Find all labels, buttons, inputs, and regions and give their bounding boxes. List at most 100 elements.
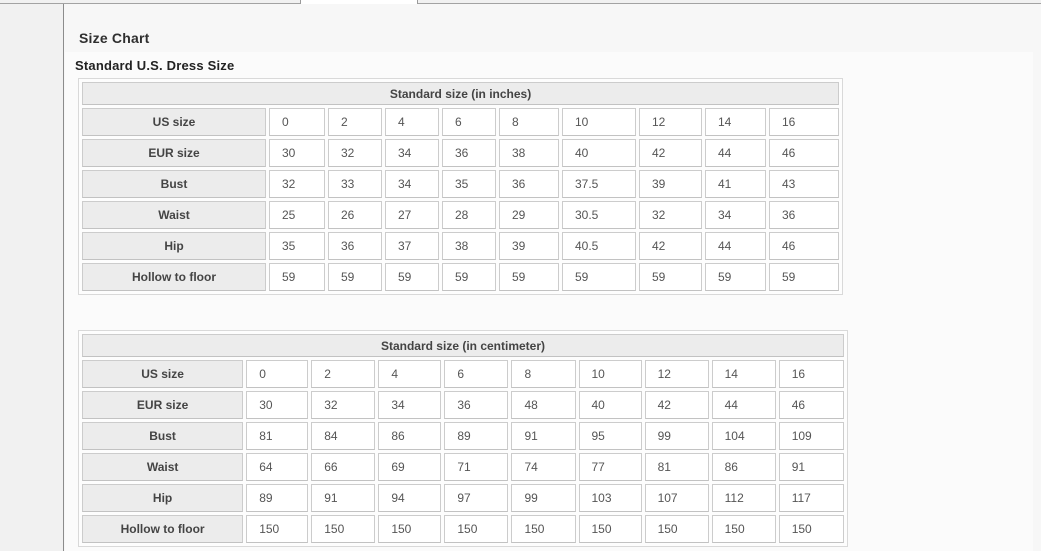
value-cell: 42: [639, 232, 702, 260]
value-cell: 95: [578, 422, 642, 450]
value-cell: 66: [311, 453, 376, 481]
value-cell: 38: [442, 232, 496, 260]
content-panel: Size Chart Standard U.S. Dress Size Stan…: [63, 4, 1041, 551]
value-cell: 86: [711, 453, 776, 481]
value-cell: 8: [499, 108, 559, 136]
value-cell: 84: [311, 422, 376, 450]
value-cell: 64: [246, 453, 309, 481]
value-cell: 59: [705, 263, 766, 291]
table-row: EUR size 30 32 34 36 38 40 42 44 46: [82, 139, 840, 167]
value-cell: 16: [778, 360, 844, 388]
value-cell: 8: [511, 360, 576, 388]
value-cell: 39: [639, 170, 702, 198]
row-label-cell: Bust: [82, 422, 244, 450]
value-cell: 91: [511, 422, 576, 450]
row-label-cell: Hip: [82, 484, 244, 512]
value-cell: 37: [385, 232, 439, 260]
value-cell: 97: [444, 484, 509, 512]
row-label-cell: Waist: [82, 453, 244, 481]
value-cell: 44: [705, 139, 766, 167]
value-cell: 150: [444, 515, 509, 543]
value-cell: 59: [499, 263, 559, 291]
value-cell: 4: [378, 360, 442, 388]
value-cell: 117: [778, 484, 844, 512]
page-title: Size Chart: [79, 30, 150, 46]
value-cell: 38: [499, 139, 559, 167]
value-cell: 6: [444, 360, 509, 388]
value-cell: 59: [562, 263, 636, 291]
value-cell: 46: [769, 232, 840, 260]
value-cell: 35: [442, 170, 496, 198]
value-cell: 69: [378, 453, 442, 481]
value-cell: 36: [444, 391, 509, 419]
value-cell: 10: [562, 108, 636, 136]
table-header-cell: Standard size (in inches): [82, 82, 840, 105]
value-cell: 0: [269, 108, 325, 136]
value-cell: 150: [711, 515, 776, 543]
value-cell: 59: [269, 263, 325, 291]
table-row: Hip 89 91 94 97 99 103 107 112 117: [82, 484, 844, 512]
value-cell: 107: [644, 484, 709, 512]
value-cell: 42: [639, 139, 702, 167]
table-row: Hip 35 36 37 38 39 40.5 42 44 46: [82, 232, 840, 260]
table-header-cell: Standard size (in centimeter): [82, 334, 844, 357]
value-cell: 37.5: [562, 170, 636, 198]
value-cell: 150: [378, 515, 442, 543]
value-cell: 89: [246, 484, 309, 512]
value-cell: 2: [328, 108, 382, 136]
value-cell: 32: [328, 139, 382, 167]
value-cell: 94: [378, 484, 442, 512]
value-cell: 40: [578, 391, 642, 419]
value-cell: 34: [385, 170, 439, 198]
value-cell: 104: [711, 422, 776, 450]
active-tab-indicator[interactable]: [300, 0, 418, 4]
row-label-cell: Hollow to floor: [82, 263, 266, 291]
value-cell: 30: [269, 139, 325, 167]
value-cell: 39: [499, 232, 559, 260]
value-cell: 34: [705, 201, 766, 229]
value-cell: 34: [378, 391, 442, 419]
value-cell: 12: [644, 360, 709, 388]
value-cell: 81: [246, 422, 309, 450]
value-cell: 42: [644, 391, 709, 419]
value-cell: 150: [644, 515, 709, 543]
value-cell: 0: [246, 360, 309, 388]
value-cell: 32: [639, 201, 702, 229]
value-cell: 10: [578, 360, 642, 388]
value-cell: 16: [769, 108, 840, 136]
value-cell: 36: [769, 201, 840, 229]
value-cell: 71: [444, 453, 509, 481]
value-cell: 150: [246, 515, 309, 543]
row-label-cell: EUR size: [82, 391, 244, 419]
table-row: Hollow to floor 59 59 59 59 59 59 59 59 59: [82, 263, 840, 291]
value-cell: 36: [442, 139, 496, 167]
table-row: EUR size 30 32 34 36 48 40 42 44 46: [82, 391, 844, 419]
value-cell: 44: [711, 391, 776, 419]
value-cell: 43: [769, 170, 840, 198]
table-row: Waist 64 66 69 71 74 77 81 86 91: [82, 453, 844, 481]
value-cell: 112: [711, 484, 776, 512]
section-title: Standard U.S. Dress Size: [75, 58, 235, 73]
table-header-row: Standard size (in centimeter): [82, 334, 844, 357]
value-cell: 40.5: [562, 232, 636, 260]
value-cell: 150: [778, 515, 844, 543]
value-cell: 29: [499, 201, 559, 229]
value-cell: 34: [385, 139, 439, 167]
value-cell: 59: [328, 263, 382, 291]
table-header-row: Standard size (in inches): [82, 82, 840, 105]
tab-bar-border: [0, 3, 1041, 4]
value-cell: 14: [711, 360, 776, 388]
value-cell: 32: [311, 391, 376, 419]
value-cell: 89: [444, 422, 509, 450]
value-cell: 86: [378, 422, 442, 450]
value-cell: 81: [644, 453, 709, 481]
table-row: US size 0 2 4 6 8 10 12 14 16: [82, 360, 844, 388]
value-cell: 44: [705, 232, 766, 260]
value-cell: 46: [769, 139, 840, 167]
row-label-cell: Hollow to floor: [82, 515, 244, 543]
value-cell: 59: [769, 263, 840, 291]
value-cell: 6: [442, 108, 496, 136]
size-table: Standard size (in inches) US size 0 2 4 6 8 10 1…: [78, 78, 844, 295]
value-cell: 12: [639, 108, 702, 136]
value-cell: 91: [778, 453, 844, 481]
